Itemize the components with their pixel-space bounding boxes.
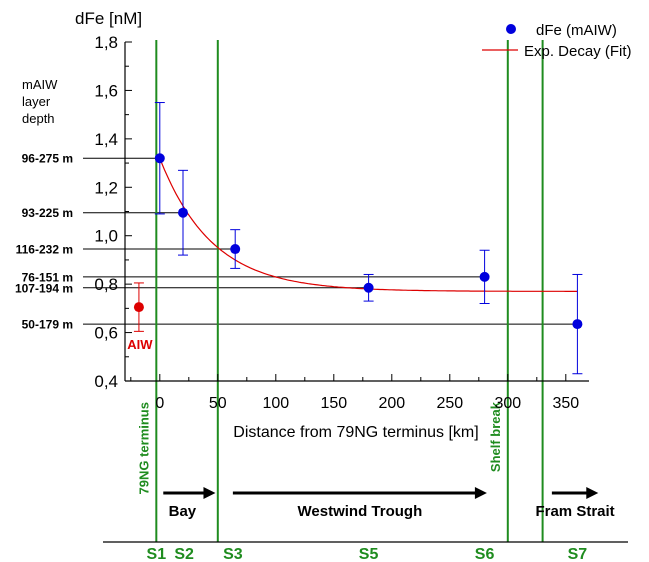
station-marker-lines: 79NG terminus Shelf break: [136, 40, 544, 542]
legend: dFe (mAIW) Exp. Decay (Fit): [482, 22, 632, 60]
region-arrow-head: [203, 487, 216, 499]
y-tick-label: 0,8: [94, 275, 118, 294]
x-axis-label: Distance from 79NG terminus [km]: [233, 424, 478, 441]
region-label: Fram Strait: [535, 503, 614, 520]
layer-depth-label: 76-151 m: [22, 270, 73, 284]
layer-depth-label: 96-275 m: [22, 152, 73, 166]
region-label: Bay: [169, 503, 197, 520]
region-arrow-head: [474, 487, 487, 499]
data-point: [363, 282, 374, 293]
data-point: [230, 244, 241, 255]
layer-depth-label: 93-225 m: [22, 206, 73, 220]
station-label: S2: [174, 546, 194, 562]
data-point: [154, 153, 165, 164]
station-label: S5: [359, 546, 379, 562]
legend-label-fit: Exp. Decay (Fit): [524, 43, 632, 60]
legend-marker-data: [506, 24, 516, 34]
legend-label-data: dFe (mAIW): [536, 22, 617, 39]
y-tick-label: 1,2: [94, 178, 118, 197]
x-tick-label: 0: [155, 395, 164, 412]
fit-curve: [159, 157, 578, 292]
vertical-marker-label: 79NG terminus: [136, 402, 151, 494]
data-point: [178, 207, 188, 218]
data-points: AIW: [127, 102, 583, 375]
x-tick-label: 50: [209, 395, 227, 412]
vertical-marker-label: Shelf break: [488, 401, 503, 472]
layer-depth-label: 116-232 m: [16, 243, 73, 257]
x-tick-label: 100: [262, 395, 289, 412]
station-label: S7: [568, 546, 588, 562]
y-tick-label: 1,0: [94, 227, 118, 246]
x-tick-label: 150: [320, 395, 347, 412]
layer-depth-label: 50-179 m: [22, 318, 73, 332]
y-tick-label: 0,6: [94, 324, 118, 343]
y-tick-label: 1,6: [94, 81, 118, 100]
region-arrow-head: [586, 487, 599, 499]
x-tick-label: 250: [436, 395, 463, 412]
y-tick-label: 1,4: [94, 130, 118, 149]
x-tick-label: 200: [378, 395, 405, 412]
layer-depth-title: depth: [22, 111, 55, 126]
layer-depth-title: layer: [22, 94, 51, 109]
x-tick-label: 300: [494, 395, 521, 412]
layer-depth-label: 107-194 m: [15, 281, 73, 295]
fit-curve-group: [159, 157, 578, 292]
station-label: S1: [147, 546, 167, 562]
aiw-data-point: [133, 302, 144, 313]
y-axis-label: dFe [nM]: [75, 9, 142, 28]
aiw-label: AIW: [127, 337, 153, 352]
y-tick-label: 0,4: [94, 372, 118, 391]
axes: 0,4 0,6 0,8 1,0 1,2 1,4 1,6 1,8 0 50 100 150 200 250 3…: [75, 9, 589, 441]
lower-panel: Bay Westwind Trough Fram Strait S1 S2 S3 S5 S6 S…: [103, 487, 628, 562]
data-point: [572, 319, 583, 330]
station-label: S6: [475, 546, 495, 562]
y-tick-label: 1,8: [94, 33, 118, 52]
layer-depth-title: mAIW: [22, 77, 58, 92]
data-point: [479, 271, 490, 282]
layer-depth-lines: mAIW layer depth 96-275 m 93-225 m 116-232 m 7…: [15, 77, 578, 332]
station-label: S3: [223, 546, 243, 562]
region-label: Westwind Trough: [298, 503, 423, 520]
x-tick-label: 350: [552, 395, 579, 412]
